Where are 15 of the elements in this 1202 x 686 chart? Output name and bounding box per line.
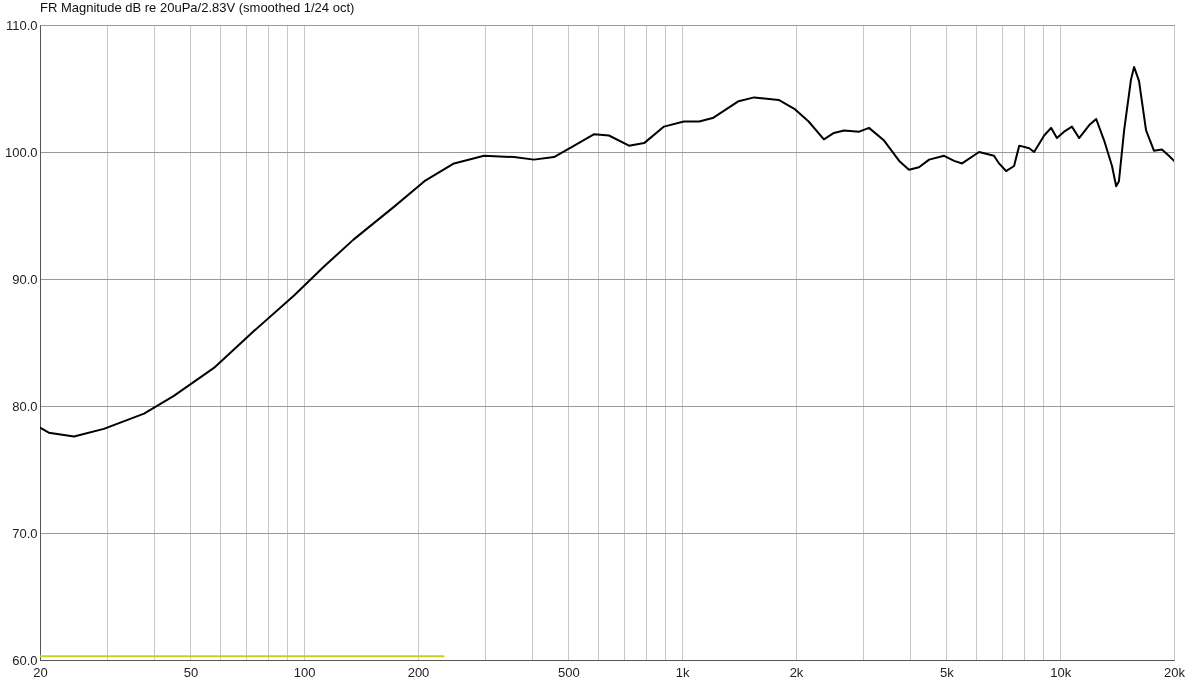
- y-tick-label: 110.0: [5, 17, 38, 33]
- y-tick-label: 100.0: [4, 144, 38, 160]
- x-tick-label: 1k: [675, 664, 691, 680]
- x-tick-label: 100: [293, 664, 316, 680]
- x-tick-label: 2k: [789, 664, 804, 680]
- x-tick-label: 500: [558, 664, 580, 680]
- x-tick-label: 5k: [940, 664, 955, 680]
- x-tick-label: 10k: [1050, 664, 1072, 680]
- x-tick-label: 50: [183, 664, 199, 680]
- y-tick-label: 80.0: [12, 398, 38, 414]
- x-tick-label: 20k: [1164, 664, 1186, 680]
- y-tick-label: 90.0: [12, 271, 38, 287]
- y-tick-label: 70.0: [12, 525, 38, 541]
- chart-title: FR Magnitude dB re 20uPa/2.83V (smoothed 1/24 oct): [40, 0, 355, 15]
- x-tick-label: 200: [407, 664, 430, 680]
